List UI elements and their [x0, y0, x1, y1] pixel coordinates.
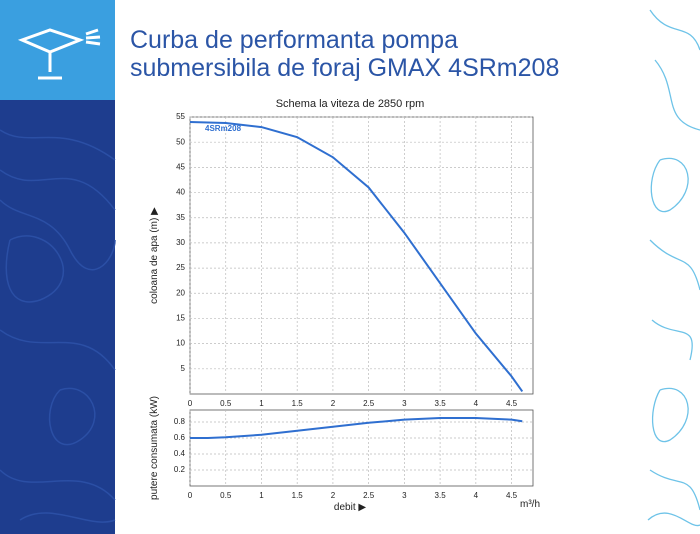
x-tick-label: 2.5	[363, 399, 375, 408]
x-tick-label: 4.5	[506, 491, 518, 500]
x-tick-label: 0.5	[220, 399, 232, 408]
y-tick-label: 0.6	[174, 433, 186, 442]
chart-title: Schema la viteza de 2850 rpm	[276, 98, 425, 110]
x-tick-label: 3.5	[435, 491, 447, 500]
series-line	[189, 121, 524, 393]
x-tick-label: 3	[402, 491, 407, 500]
x-tick-label: 1	[259, 491, 264, 500]
y-tick-label: 0.8	[174, 417, 186, 426]
x-tick-label: 3	[402, 399, 407, 408]
x-tick-label: 4.5	[506, 399, 518, 408]
right-topo	[647, 9, 700, 527]
x-tick-label: 1.5	[292, 399, 304, 408]
y-axis-label: putere consumata (kW)	[149, 396, 160, 500]
plot-area	[189, 116, 534, 395]
y-tick-label: 10	[176, 339, 185, 348]
sprinkler-icon	[17, 28, 101, 80]
y-tick-label: 45	[176, 162, 185, 171]
x-tick-label: 1	[259, 399, 264, 408]
x-tick-label: 2	[331, 491, 336, 500]
x-tick-label: 0	[188, 491, 193, 500]
y-tick-label: 25	[176, 263, 185, 272]
x-tick-label: 0	[188, 399, 193, 408]
x-tick-label: 2.5	[363, 491, 375, 500]
x-tick-label: 0.5	[220, 491, 232, 500]
y-tick-label: 5	[181, 364, 186, 373]
x-tick-label: 1.5	[292, 491, 304, 500]
x-tick-label: 3.5	[435, 399, 447, 408]
x-axis-unit: m³/h	[520, 499, 540, 510]
y-tick-label: 35	[176, 213, 185, 222]
series-line	[190, 417, 523, 439]
y-tick-label: 30	[176, 238, 185, 247]
y-tick-label: 0.4	[174, 449, 186, 458]
page-title: Curba de performanta pompa submersibila …	[130, 26, 560, 82]
y-tick-label: 20	[176, 288, 185, 297]
y-axis-label: coloana de apa (m) ▶	[149, 207, 160, 304]
y-tick-label: 50	[176, 137, 185, 146]
x-tick-label: 4	[474, 399, 479, 408]
plot-area	[189, 409, 534, 487]
x-tick-label: 2	[331, 399, 336, 408]
y-tick-label: 55	[176, 112, 185, 121]
y-tick-label: 0.2	[174, 465, 186, 474]
x-tick-label: 4	[474, 491, 479, 500]
y-tick-label: 15	[176, 314, 185, 323]
topo-lines	[0, 129, 116, 523]
x-axis-label: debit ▶	[334, 502, 366, 513]
series-label: 4SRm208	[205, 124, 242, 133]
y-tick-label: 40	[176, 188, 185, 197]
